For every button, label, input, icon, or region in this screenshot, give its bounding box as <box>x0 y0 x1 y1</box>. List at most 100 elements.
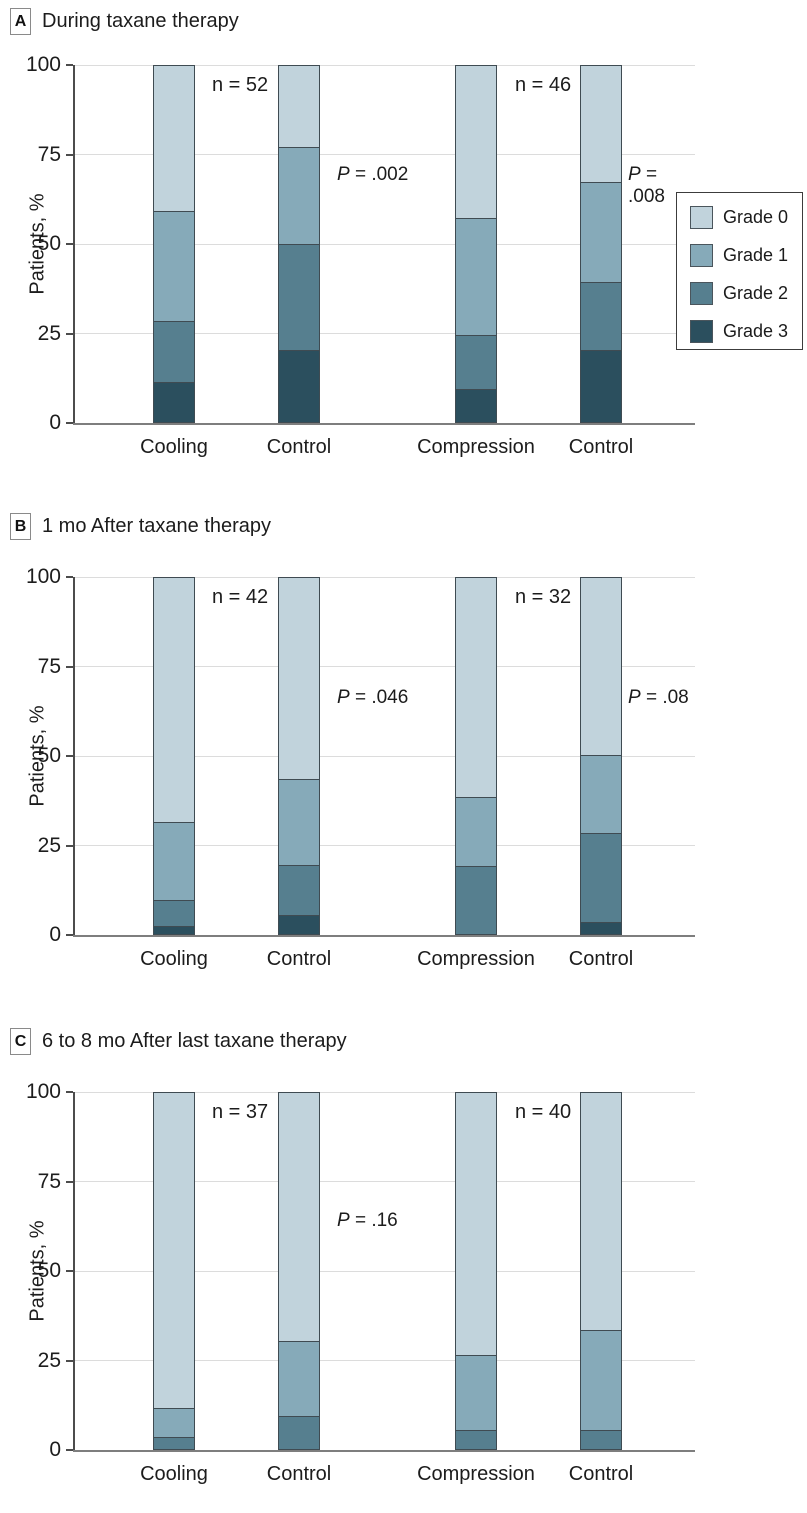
bar-segment-grade-0 <box>456 1093 496 1355</box>
y-axis-tick <box>66 934 73 936</box>
x-axis-line <box>73 423 695 425</box>
panel-letter-badge: B <box>10 513 31 540</box>
y-tick-label: 0 <box>49 923 61 946</box>
gridline <box>75 64 695 66</box>
bar-segment-grade-1 <box>456 797 496 866</box>
gridline <box>75 243 695 245</box>
stacked-bar <box>455 577 497 935</box>
bar-segment-grade-2 <box>279 1416 319 1449</box>
gridline <box>75 1091 695 1093</box>
y-tick-label: 75 <box>37 654 61 678</box>
bar-segment-grade-1 <box>581 1330 621 1431</box>
bar-segment-grade-2 <box>154 1437 194 1449</box>
y-axis-line <box>73 65 75 425</box>
panel-header: C 6 to 8 mo After last taxane therapy <box>10 1028 347 1055</box>
panel-title: During taxane therapy <box>42 10 239 32</box>
bar-segment-grade-2 <box>581 833 621 923</box>
plot-area: Patients, % n = 42 n = 32 P = .046 P = .… <box>26 565 695 970</box>
category-label: Control <box>266 948 332 970</box>
y-tick-label: 100 <box>25 1080 61 1103</box>
n-annotation-left: n = 52 <box>212 74 269 96</box>
gridline <box>75 1270 695 1272</box>
y-axis-tick <box>66 1449 73 1451</box>
stacked-bar <box>278 65 320 423</box>
bar-segment-grade-3 <box>279 350 319 422</box>
legend-item-grade-2: Grade 2 <box>690 282 802 305</box>
category-label: Compression <box>417 948 535 970</box>
stacked-bar <box>455 1092 497 1450</box>
bar-segment-grade-1 <box>581 754 621 834</box>
bar-segment-grade-2 <box>581 1430 621 1450</box>
category-label: Control <box>266 1463 332 1485</box>
legend-label-grade-3: Grade 3 <box>723 321 789 341</box>
x-axis-line <box>73 935 695 937</box>
y-tick-label: 100 <box>25 53 61 76</box>
bar-segment-grade-2 <box>154 900 194 926</box>
p-value-left: P = .16 <box>337 1210 398 1231</box>
bar-segment-grade-3 <box>581 922 621 934</box>
stacked-bar <box>153 65 195 423</box>
bar-segment-grade-2 <box>456 865 496 935</box>
bar-segment-grade-3 <box>154 382 194 423</box>
bar-segment-grade-1 <box>154 210 194 322</box>
panel-b: B 1 mo After taxane therapy Patients, % … <box>0 505 807 1020</box>
category-label: Compression <box>417 436 535 458</box>
bar-segment-grade-1 <box>581 182 621 283</box>
legend-label-grade-0: Grade 0 <box>723 207 789 227</box>
y-tick-label: 0 <box>49 1438 61 1461</box>
gridline <box>75 755 695 757</box>
stacked-bar <box>278 1092 320 1450</box>
y-axis-tick <box>66 576 73 578</box>
stacked-bar <box>153 1092 195 1450</box>
y-axis-tick <box>66 422 73 424</box>
stacked-bar <box>153 577 195 935</box>
plot-area: Patients, % n = 52 n = 46 P = .002 P = .… <box>26 53 695 458</box>
gridline <box>75 576 695 578</box>
bar-segment-grade-0 <box>279 66 319 148</box>
n-annotation-right: n = 32 <box>515 586 572 608</box>
stacked-bar <box>580 65 622 423</box>
stacked-bar <box>580 577 622 935</box>
bar-segment-grade-3 <box>456 389 496 422</box>
y-axis-tick <box>66 1180 73 1183</box>
category-label: Compression <box>417 1463 535 1485</box>
legend-label-grade-1: Grade 1 <box>723 245 789 265</box>
y-tick-label: 25 <box>37 1348 61 1372</box>
bar-segment-grade-0 <box>581 1093 621 1331</box>
y-tick-label: 100 <box>25 565 61 588</box>
bar-segment-grade-1 <box>456 217 496 336</box>
category-label: Control <box>568 1463 634 1485</box>
bar-segment-grade-0 <box>581 578 621 755</box>
y-tick-label: 75 <box>37 1169 61 1193</box>
y-axis-line <box>73 1092 75 1452</box>
gridline <box>75 1181 695 1182</box>
y-axis-tick <box>66 755 73 757</box>
bar-segment-grade-1 <box>154 821 194 901</box>
p-value-left: P = .002 <box>337 164 409 185</box>
panel-c: C 6 to 8 mo After last taxane therapy Pa… <box>0 1020 807 1513</box>
n-annotation-right: n = 46 <box>515 74 572 96</box>
legend-item-grade-3: Grade 3 <box>690 320 802 343</box>
y-axis-tick <box>66 1270 73 1272</box>
panel-letter-badge: C <box>10 1028 31 1055</box>
legend-swatch-grade-0 <box>690 206 713 229</box>
gridline <box>75 1360 695 1361</box>
gridline <box>75 333 695 334</box>
bar-segment-grade-3 <box>154 925 194 934</box>
stacked-bar <box>455 65 497 423</box>
bar-segment-grade-3 <box>581 350 621 422</box>
bar-segment-grade-0 <box>581 66 621 183</box>
bar-segment-grade-0 <box>279 578 319 780</box>
y-tick-label: 50 <box>37 1259 61 1282</box>
category-label: Cooling <box>140 436 208 458</box>
y-axis-tick <box>66 64 73 66</box>
p-value-right: P = .008 <box>628 164 665 207</box>
panel-a: A During taxane therapy Patients, % n = … <box>0 0 807 505</box>
category-label: Control <box>568 948 634 970</box>
legend: Grade 0 Grade 1 Grade 2 Grade 3 <box>676 192 803 350</box>
gridline <box>75 154 695 155</box>
legend-swatch-grade-3 <box>690 320 713 343</box>
bar-segment-grade-2 <box>456 1430 496 1449</box>
bar-segment-grade-2 <box>456 335 496 390</box>
bar-segment-grade-2 <box>279 243 319 351</box>
